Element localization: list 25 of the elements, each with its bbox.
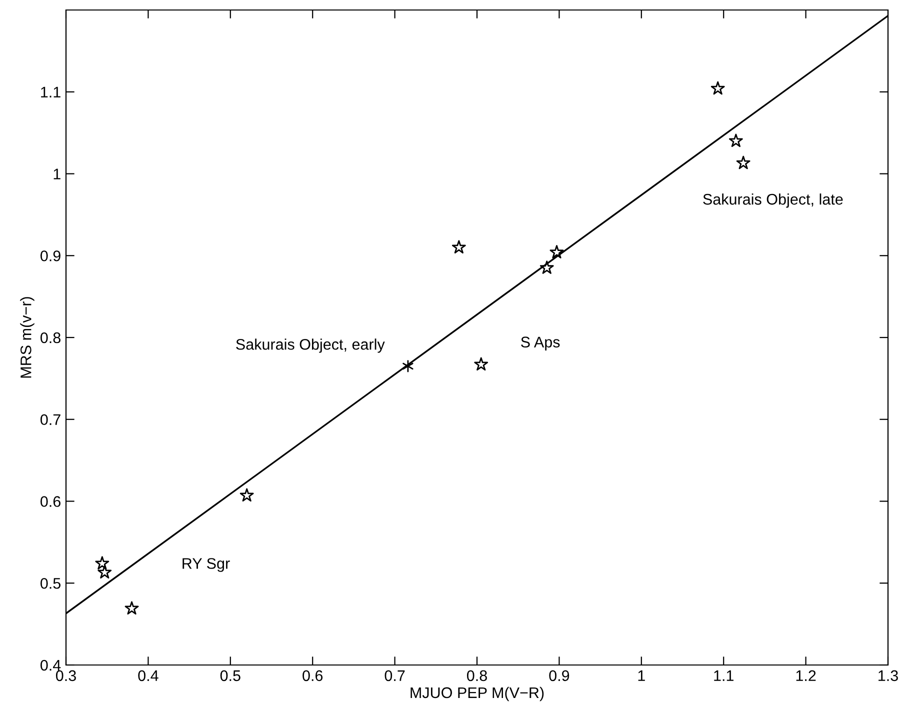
x-tick-label: 0.7 — [384, 670, 405, 682]
y-tick-label: 0.5 — [40, 578, 60, 589]
y-tick-label: 1 — [54, 168, 60, 180]
y-tick-label: 1.1 — [41, 86, 60, 98]
x-tick-label: 1 — [638, 670, 645, 681]
y-tick-label: 0.9 — [40, 250, 60, 262]
x-tick-label: 0.3 — [56, 670, 76, 682]
annotation: RY Sgr — [182, 558, 230, 572]
y-tick-label: 0.7 — [40, 414, 60, 426]
annotation: Sakurais Object, late — [703, 193, 843, 208]
y-tick-label: 0.6 — [40, 496, 60, 507]
x-tick-label: 1.1 — [714, 670, 734, 681]
x-tick-label: 1.3 — [878, 670, 898, 682]
x-tick-label: 1.2 — [796, 670, 816, 681]
x-tick-label: 0.8 — [466, 670, 487, 682]
annotation: Sakurais Object, early — [236, 338, 385, 353]
x-tick-label: 0.4 — [138, 670, 158, 682]
x-axis-title: MJUO PEP M(V−R) — [410, 686, 544, 702]
y-axis-title: MRS m(v−r) — [20, 297, 34, 378]
annotation: S Aps — [521, 336, 560, 351]
y-tick-label: 0.8 — [40, 332, 60, 344]
x-tick-label: 0.9 — [549, 670, 570, 682]
x-tick-label: 0.6 — [302, 670, 323, 682]
y-tick-label: 0.4 — [40, 660, 61, 671]
x-tick-label: 0.5 — [220, 670, 240, 682]
